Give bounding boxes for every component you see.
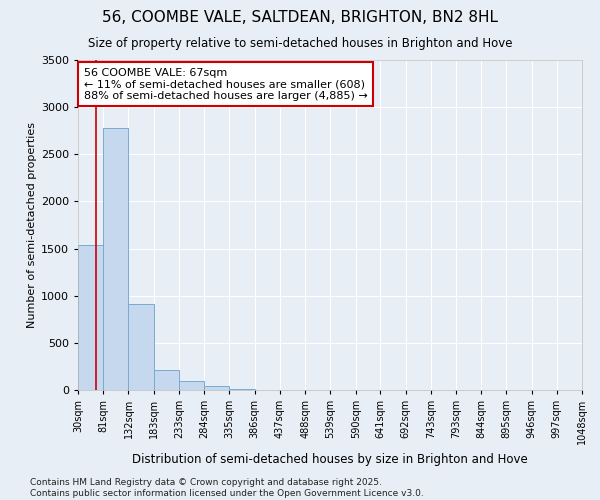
- Text: Size of property relative to semi-detached houses in Brighton and Hove: Size of property relative to semi-detach…: [88, 38, 512, 51]
- Text: Contains HM Land Registry data © Crown copyright and database right 2025.
Contai: Contains HM Land Registry data © Crown c…: [30, 478, 424, 498]
- Bar: [128, 304, 154, 390]
- Y-axis label: Number of semi-detached properties: Number of semi-detached properties: [26, 122, 37, 328]
- Bar: [229, 389, 255, 390]
- Bar: [154, 370, 179, 390]
- Bar: [103, 128, 128, 390]
- Bar: [204, 386, 229, 390]
- Bar: [78, 245, 103, 390]
- Text: 56 COOMBE VALE: 67sqm
← 11% of semi-detached houses are smaller (608)
88% of sem: 56 COOMBE VALE: 67sqm ← 11% of semi-deta…: [84, 68, 368, 100]
- Text: 56, COOMBE VALE, SALTDEAN, BRIGHTON, BN2 8HL: 56, COOMBE VALE, SALTDEAN, BRIGHTON, BN2…: [102, 10, 498, 25]
- X-axis label: Distribution of semi-detached houses by size in Brighton and Hove: Distribution of semi-detached houses by …: [132, 452, 528, 466]
- Bar: [179, 380, 204, 390]
